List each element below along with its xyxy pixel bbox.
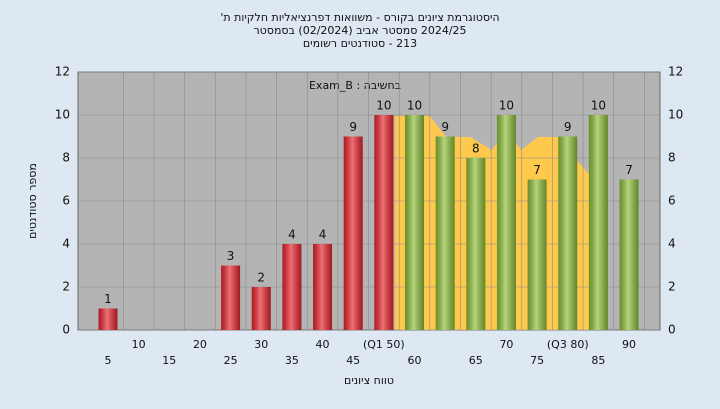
value-label: 10 — [376, 99, 391, 113]
y-tick-label: 4 — [62, 237, 70, 251]
value-label: 7 — [533, 163, 541, 177]
value-label: 7 — [625, 163, 633, 177]
bar-shine — [313, 244, 333, 330]
y2-tick-label: 10 — [668, 108, 683, 122]
x-tick-label: 70 — [499, 338, 513, 351]
y2-tick-label: 8 — [668, 151, 676, 165]
x-tick-label: (Q3 80) — [547, 338, 589, 351]
bar-shine — [435, 136, 455, 330]
bar-shine — [282, 244, 302, 330]
y2-tick-label: 12 — [668, 65, 683, 79]
value-label: 4 — [288, 228, 296, 242]
subtitle: 213 - סטודנטים רשומים — [303, 37, 417, 50]
bar-shine — [251, 287, 271, 330]
y2-tick-label: 4 — [668, 237, 676, 251]
bar-shine — [98, 308, 118, 330]
y2-tick-label: 0 — [668, 323, 676, 337]
x-tick-label: 60 — [408, 354, 422, 367]
y-axis-label: מספר סטודנטים — [26, 163, 39, 239]
y-tick-label: 2 — [62, 280, 70, 294]
bar-shine — [221, 265, 241, 330]
bar-shine — [588, 115, 608, 330]
title: היסטוגרמת ציונים בקורס - משוואות דפרנציא… — [220, 11, 499, 24]
x-tick-label: 65 — [469, 354, 483, 367]
value-label: 8 — [472, 142, 480, 156]
value-label: 1 — [104, 292, 112, 306]
x-tick-label: 75 — [530, 354, 544, 367]
x-tick-label: 25 — [224, 354, 238, 367]
subtitle: 2024/25 סמסטר אביב (02/2024) בסמסטר — [253, 24, 466, 37]
bar-shine — [496, 115, 516, 330]
value-label: 9 — [564, 120, 572, 134]
annotation: בחשיבה : Exam_B — [309, 79, 401, 92]
x-tick-label: 30 — [254, 338, 268, 351]
x-tick-label: 90 — [622, 338, 636, 351]
value-label: 9 — [349, 120, 357, 134]
x-tick-label: 5 — [105, 354, 112, 367]
x-tick-label: 35 — [285, 354, 299, 367]
y-tick-label: 6 — [62, 194, 70, 208]
bar-shine — [466, 158, 486, 330]
y2-tick-label: 2 — [668, 280, 676, 294]
x-tick-label: 15 — [162, 354, 176, 367]
y2-tick-label: 6 — [668, 194, 676, 208]
bar-shine — [558, 136, 578, 330]
bar-shine — [374, 115, 394, 330]
x-tick-label: 45 — [346, 354, 360, 367]
bar-shine — [343, 136, 363, 330]
value-label: 4 — [319, 228, 327, 242]
value-label: 10 — [591, 99, 606, 113]
value-label: 10 — [499, 99, 514, 113]
value-label: 2 — [257, 271, 265, 285]
y-tick-label: 12 — [55, 65, 70, 79]
y-tick-label: 8 — [62, 151, 70, 165]
x-tick-label: 20 — [193, 338, 207, 351]
y-tick-label: 0 — [62, 323, 70, 337]
x-tick-label: (Q1 50) — [363, 338, 405, 351]
bar-shine — [527, 179, 547, 330]
bar-shine — [619, 179, 639, 330]
value-label: 10 — [407, 99, 422, 113]
x-tick-label: 10 — [132, 338, 146, 351]
value-label: 9 — [441, 120, 449, 134]
x-tick-label: 40 — [316, 338, 330, 351]
x-axis-label: טווח ציונים — [344, 374, 394, 387]
x-tick-label: 85 — [591, 354, 605, 367]
value-label: 3 — [227, 249, 235, 263]
bar-shine — [405, 115, 424, 330]
y-tick-label: 10 — [55, 108, 70, 122]
